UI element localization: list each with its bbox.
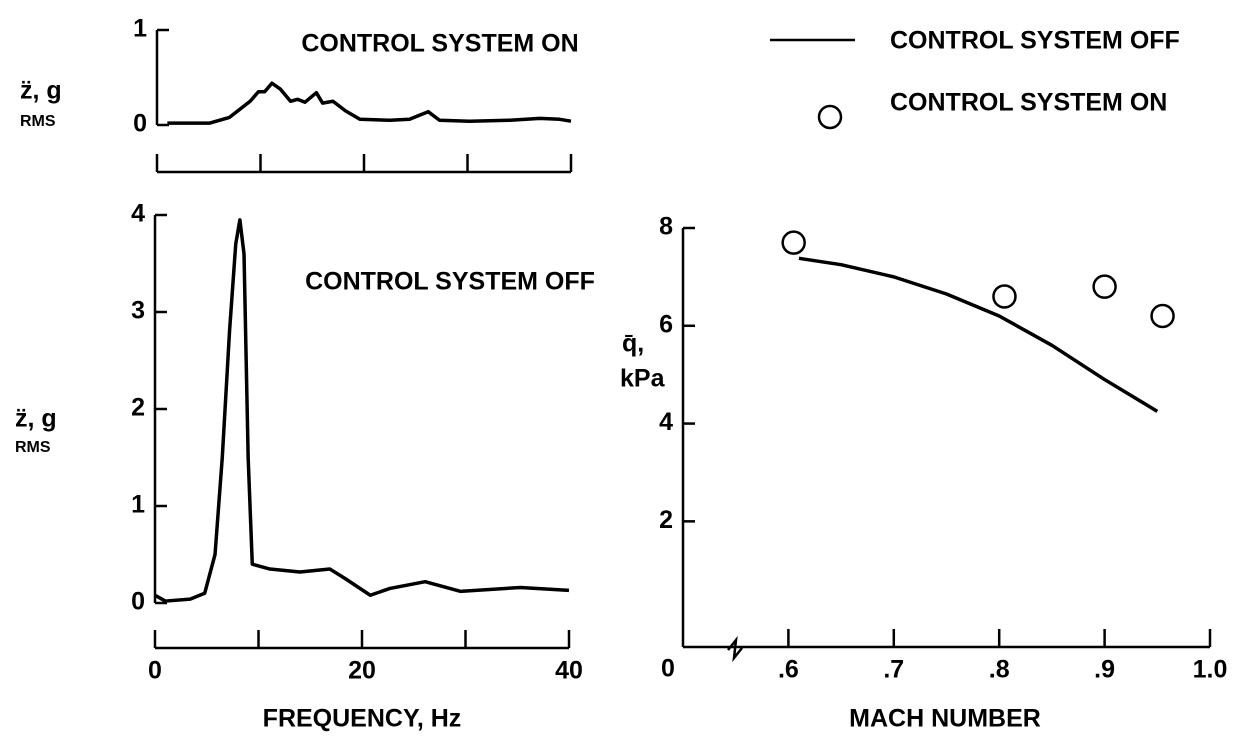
y-tick-label: 2 [659,506,673,534]
origin-label: 0 [661,655,675,683]
y-tick-label: 3 [131,297,145,325]
legend-label: CONTROL SYSTEM OFF [890,27,1180,55]
y-tick-label: 8 [659,213,673,241]
y-axis-label: kPa [620,365,666,393]
y-axis-sublabel: RMS [15,439,51,456]
x-tick-label: 1.0 [1193,656,1228,684]
marker [1150,303,1175,329]
y-tick-label: 0 [133,110,147,138]
x-tick-label: .6 [778,656,799,684]
legend-marker [817,104,843,130]
data-line [154,218,570,603]
y-axis-sublabel: RMS [20,113,56,130]
x-tick-label: 40 [555,657,583,685]
y-tick-label: 4 [659,408,673,436]
marker [992,284,1017,309]
marker [781,230,806,255]
axis-break [727,635,743,663]
marker [1092,274,1117,299]
x-axis-label: FREQUENCY, Hz [263,705,462,733]
x-tick-label: .7 [883,656,904,684]
chart-title: CONTROL SYSTEM ON [301,30,578,58]
x-tick-label: 20 [348,657,376,685]
x-tick-label: .9 [1094,656,1115,684]
y-tick-label: 4 [131,200,145,228]
y-tick-label: 6 [659,310,673,338]
data-line [167,81,572,125]
y-tick-label: 2 [131,394,145,422]
data-line [798,256,1159,413]
x-tick-label: 0 [148,657,162,685]
chart-title: CONTROL SYSTEM OFF [305,268,595,296]
y-axis-label: z̈, g [15,405,57,433]
legend-label: CONTROL SYSTEM ON [890,89,1167,117]
x-tick-label: .8 [989,656,1010,684]
y-axis-label: z̈, g [20,77,62,105]
y-tick-label: 1 [131,491,145,519]
x-axis-label: MACH NUMBER [849,705,1041,733]
y-tick-label: 1 [133,15,147,43]
y-tick-label: 0 [131,588,145,616]
y-axis-label: q̄, [622,330,644,358]
